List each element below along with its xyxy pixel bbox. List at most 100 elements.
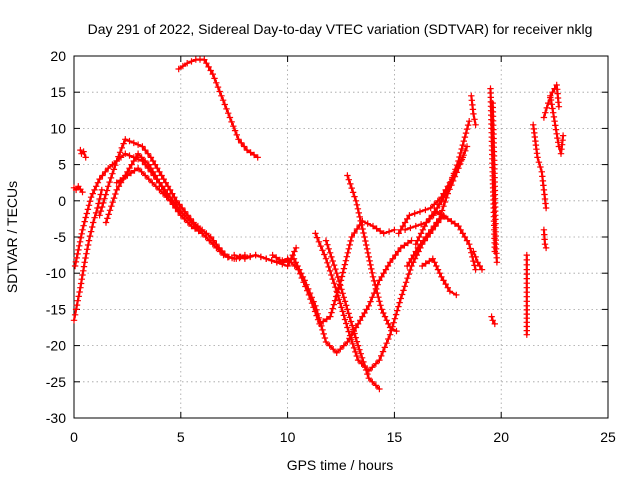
data-point bbox=[352, 348, 359, 356]
data-point bbox=[401, 219, 409, 226]
data-point bbox=[85, 237, 93, 244]
data-point bbox=[109, 199, 116, 206]
data-point bbox=[175, 65, 182, 73]
y-tick-label: 0 bbox=[58, 193, 66, 209]
data-point bbox=[344, 324, 351, 331]
data-point bbox=[386, 324, 394, 331]
data-point bbox=[231, 127, 239, 134]
series-arc-27 bbox=[540, 81, 563, 121]
series-arc-07 bbox=[113, 165, 206, 237]
data-point bbox=[325, 245, 332, 252]
data-point bbox=[422, 260, 429, 267]
data-point bbox=[338, 304, 345, 311]
series-arc-25 bbox=[530, 121, 550, 212]
data-point bbox=[474, 259, 481, 266]
data-point bbox=[81, 259, 88, 266]
data-point bbox=[216, 88, 223, 95]
data-point bbox=[369, 222, 377, 230]
data-point bbox=[392, 311, 400, 318]
data-point bbox=[149, 168, 157, 175]
data-point bbox=[420, 237, 427, 244]
data-point bbox=[128, 161, 135, 168]
data-point bbox=[392, 251, 399, 259]
data-point bbox=[404, 275, 411, 282]
data-point bbox=[401, 226, 409, 233]
data-point bbox=[328, 309, 335, 316]
series-arc-08 bbox=[175, 56, 261, 161]
data-point bbox=[463, 237, 471, 244]
data-point bbox=[177, 212, 184, 219]
data-point bbox=[436, 270, 443, 277]
data-point bbox=[422, 233, 430, 241]
data-point bbox=[223, 105, 230, 113]
data-point bbox=[91, 186, 98, 194]
data-point bbox=[361, 362, 368, 370]
data-point bbox=[203, 60, 210, 67]
data-point bbox=[297, 270, 305, 277]
data-point bbox=[426, 257, 433, 265]
data-point bbox=[238, 139, 245, 147]
data-point bbox=[416, 233, 423, 241]
data-point bbox=[310, 298, 317, 305]
data-point bbox=[374, 289, 381, 297]
data-point bbox=[324, 241, 331, 248]
data-point bbox=[73, 254, 80, 262]
data-point bbox=[341, 261, 349, 268]
data-point bbox=[340, 342, 347, 349]
data-point bbox=[543, 104, 550, 112]
data-point bbox=[378, 273, 385, 280]
data-point bbox=[412, 241, 419, 248]
data-point bbox=[440, 203, 447, 210]
data-point bbox=[113, 179, 120, 186]
data-point bbox=[107, 174, 115, 182]
data-point bbox=[79, 271, 86, 279]
data-point bbox=[317, 242, 324, 250]
data-point bbox=[470, 110, 477, 118]
data-point bbox=[74, 250, 81, 258]
y-tick-label: 10 bbox=[50, 120, 66, 136]
data-point bbox=[164, 183, 172, 190]
data-point bbox=[410, 251, 417, 259]
data-point bbox=[478, 266, 486, 273]
data-point bbox=[385, 335, 392, 343]
data-point bbox=[356, 346, 363, 353]
data-point bbox=[263, 255, 270, 262]
data-point bbox=[346, 332, 354, 339]
data-point bbox=[243, 146, 251, 154]
data-point bbox=[82, 254, 89, 262]
data-point bbox=[105, 165, 112, 172]
data-point bbox=[354, 342, 362, 349]
data-point bbox=[472, 266, 479, 273]
data-point bbox=[201, 56, 208, 63]
data-point bbox=[366, 257, 373, 265]
data-point bbox=[470, 257, 477, 265]
data-point bbox=[350, 326, 357, 333]
data-point bbox=[106, 207, 114, 214]
data-point bbox=[334, 274, 342, 281]
series-arc-18 bbox=[419, 255, 460, 299]
data-point bbox=[291, 248, 298, 255]
data-point bbox=[113, 157, 120, 165]
data-point bbox=[318, 322, 325, 330]
data-point bbox=[459, 141, 466, 149]
data-point bbox=[401, 242, 408, 249]
data-point bbox=[430, 212, 437, 219]
series-arc-23 bbox=[488, 313, 498, 328]
data-point bbox=[458, 156, 466, 163]
data-point bbox=[438, 197, 445, 204]
data-point bbox=[471, 116, 478, 123]
data-point bbox=[130, 139, 137, 147]
data-point bbox=[451, 173, 459, 180]
data-point bbox=[254, 154, 261, 161]
data-point bbox=[235, 136, 242, 143]
data-point bbox=[329, 257, 336, 265]
data-point bbox=[126, 137, 133, 145]
data-point bbox=[347, 237, 354, 245]
data-point bbox=[349, 340, 356, 347]
data-point bbox=[79, 226, 86, 233]
data-point bbox=[345, 328, 352, 335]
series-arc-12 bbox=[344, 172, 400, 335]
data-point bbox=[407, 224, 414, 232]
data-point bbox=[313, 234, 321, 241]
data-point bbox=[375, 294, 382, 301]
